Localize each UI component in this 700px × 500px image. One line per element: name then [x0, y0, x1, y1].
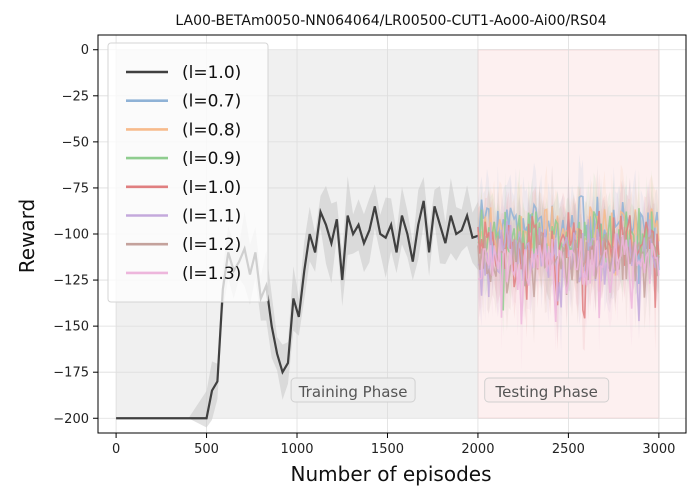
- y-tick-label: −25: [62, 89, 89, 104]
- legend-label: (l=1.1): [182, 207, 241, 227]
- legend-label: (l=1.0): [182, 63, 241, 83]
- y-tick-label: −150: [53, 320, 89, 335]
- x-tick-label: 2000: [461, 442, 494, 457]
- phase-label-1: Testing Phase: [495, 383, 598, 401]
- y-tick-label: −75: [62, 181, 89, 196]
- y-tick-label: 0: [81, 43, 89, 58]
- x-tick-label: 1000: [280, 442, 313, 457]
- x-axis-ticks: 0 500 1000 1500 2000 2500 3000: [112, 433, 675, 457]
- legend-label: (l=1.2): [182, 235, 241, 255]
- x-tick-label: 1500: [371, 442, 404, 457]
- phase-label-box-1: [484, 377, 610, 403]
- y-tick-label: −175: [53, 366, 89, 381]
- legend: (l=1.0) (l=0.7) (l=0.8) (l=0.9) (l=1.0) (l=1.…: [107, 42, 269, 303]
- legend-label: (l=1.0): [182, 178, 241, 198]
- y-axis-ticks: 0 −25 −50 −75 −100 −125 −150 −175 −200: [53, 43, 98, 427]
- legend-label: (l=1.3): [182, 264, 241, 284]
- test-line-6: [477, 233, 660, 325]
- legend-label: (l=0.7): [182, 92, 241, 112]
- y-tick-label: −200: [53, 412, 89, 427]
- legend-label: (l=0.9): [182, 149, 241, 169]
- test-line-5: [477, 226, 660, 298]
- phase-label-box-0: [290, 377, 416, 403]
- y-tick-label: −100: [53, 228, 89, 243]
- phase-labels: Training Phase Testing Phase: [290, 377, 610, 403]
- x-tick-label: 500: [194, 442, 219, 457]
- phase-label-0: Training Phase: [298, 383, 408, 401]
- legend-box: [107, 42, 269, 303]
- legend-label: (l=0.8): [182, 120, 241, 140]
- x-tick-label: 2500: [552, 442, 585, 457]
- x-tick-label: 3000: [642, 442, 675, 457]
- y-axis-label: Reward: [15, 199, 39, 273]
- y-tick-label: −125: [53, 274, 89, 289]
- x-tick-label: 0: [112, 442, 120, 457]
- x-axis-label: Number of episodes: [291, 462, 492, 486]
- training-band: [116, 176, 478, 428]
- chart-title: LA00-BETAm0050-NN064064/LR00500-CUT1-Ao0…: [175, 13, 606, 29]
- y-tick-label: −50: [62, 135, 89, 150]
